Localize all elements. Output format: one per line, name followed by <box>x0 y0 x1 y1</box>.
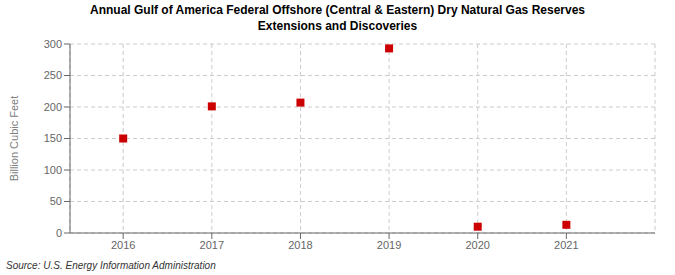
svg-text:100: 100 <box>44 164 62 176</box>
svg-text:2020: 2020 <box>465 239 489 251</box>
svg-text:50: 50 <box>50 195 62 207</box>
html-text:Extensions and Discoveries: Extensions and Discoveries <box>257 19 418 33</box>
svg-text:150: 150 <box>44 132 62 144</box>
svg-text:0: 0 <box>56 227 62 239</box>
svg-text:Billion Cubic Feet: Billion Cubic Feet <box>8 96 20 182</box>
svg-text:2018: 2018 <box>288 239 312 251</box>
svg-text:2016: 2016 <box>111 239 135 251</box>
svg-text:2021: 2021 <box>554 239 578 251</box>
html-text:Annual Gulf of America Federal: Annual Gulf of America Federal Offshore … <box>90 3 585 17</box>
svg-text:200: 200 <box>44 101 62 113</box>
svg-text:2019: 2019 <box>377 239 401 251</box>
svg-text:300: 300 <box>44 38 62 50</box>
html-text:Source: U.S. Energy Informatio: Source: U.S. Energy Information Administ… <box>6 260 216 271</box>
svg-text:2017: 2017 <box>200 239 224 251</box>
svg-text:250: 250 <box>44 69 62 81</box>
